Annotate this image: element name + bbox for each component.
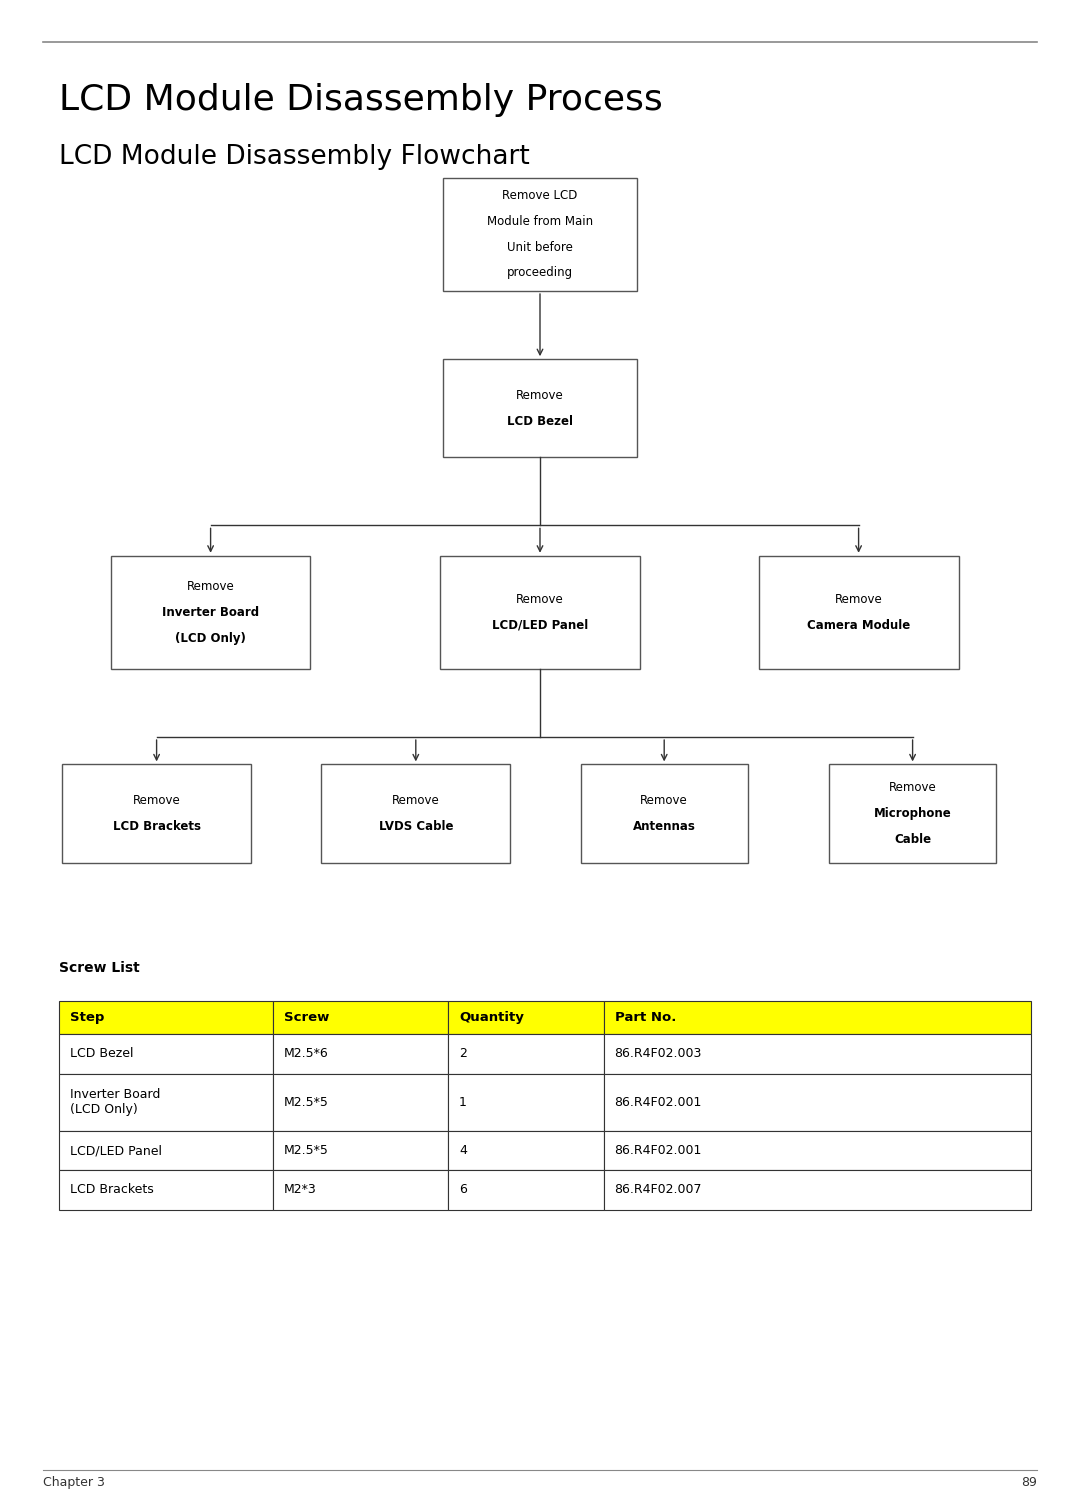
Text: LCD Module Disassembly Flowchart: LCD Module Disassembly Flowchart <box>59 144 530 169</box>
Bar <box>59 1170 273 1210</box>
Text: Inverter Board
(LCD Only): Inverter Board (LCD Only) <box>70 1089 161 1116</box>
Bar <box>604 1074 1031 1131</box>
Text: Part No.: Part No. <box>615 1012 676 1024</box>
Bar <box>59 1034 273 1074</box>
Bar <box>443 358 637 457</box>
Bar <box>581 765 748 862</box>
Bar <box>604 1001 1031 1034</box>
Bar <box>443 178 637 290</box>
Text: Screw: Screw <box>284 1012 329 1024</box>
Text: M2.5*6: M2.5*6 <box>284 1048 328 1060</box>
Text: LVDS Cable: LVDS Cable <box>379 820 453 833</box>
Text: Antennas: Antennas <box>633 820 696 833</box>
Text: Remove: Remove <box>187 581 234 593</box>
Bar <box>759 556 959 670</box>
Text: 2: 2 <box>459 1048 467 1060</box>
Text: M2.5*5: M2.5*5 <box>284 1096 329 1108</box>
Bar <box>59 1001 273 1034</box>
Text: Remove: Remove <box>516 389 564 402</box>
Text: 1: 1 <box>459 1096 467 1108</box>
Bar <box>448 1001 604 1034</box>
Bar <box>441 556 640 670</box>
Text: Inverter Board: Inverter Board <box>162 606 259 618</box>
Bar <box>604 1131 1031 1170</box>
Text: Chapter 3: Chapter 3 <box>43 1476 105 1489</box>
Bar <box>273 1034 448 1074</box>
Text: Remove LCD: Remove LCD <box>502 189 578 203</box>
Bar <box>448 1074 604 1131</box>
Bar <box>59 1074 273 1131</box>
Text: 6: 6 <box>459 1184 467 1196</box>
Bar <box>448 1034 604 1074</box>
Bar <box>604 1170 1031 1210</box>
Bar <box>273 1001 448 1034</box>
Text: Remove: Remove <box>640 794 688 807</box>
Text: LCD Brackets: LCD Brackets <box>70 1184 154 1196</box>
Bar <box>59 1131 273 1170</box>
Text: Remove: Remove <box>516 593 564 606</box>
Text: LCD Bezel: LCD Bezel <box>507 414 573 428</box>
Text: M2*3: M2*3 <box>284 1184 316 1196</box>
Bar <box>829 765 996 862</box>
Bar <box>448 1170 604 1210</box>
Bar <box>322 765 511 862</box>
Text: proceeding: proceeding <box>507 266 573 280</box>
Text: Quantity: Quantity <box>459 1012 524 1024</box>
Text: 86.R4F02.007: 86.R4F02.007 <box>615 1184 702 1196</box>
Text: Remove: Remove <box>889 782 936 794</box>
Text: Camera Module: Camera Module <box>807 618 910 632</box>
Text: M2.5*5: M2.5*5 <box>284 1145 329 1157</box>
Text: Remove: Remove <box>392 794 440 807</box>
Bar <box>448 1131 604 1170</box>
Text: Unit before: Unit before <box>508 240 572 254</box>
Text: 86.R4F02.001: 86.R4F02.001 <box>615 1145 702 1157</box>
Bar <box>604 1034 1031 1074</box>
Text: 86.R4F02.003: 86.R4F02.003 <box>615 1048 702 1060</box>
Bar <box>62 765 251 862</box>
Text: Microphone: Microphone <box>874 807 951 820</box>
Text: (LCD Only): (LCD Only) <box>175 632 246 644</box>
Bar <box>273 1131 448 1170</box>
Text: Remove: Remove <box>835 593 882 606</box>
Text: LCD Bezel: LCD Bezel <box>70 1048 134 1060</box>
Text: LCD/LED Panel: LCD/LED Panel <box>491 618 589 632</box>
Text: 86.R4F02.001: 86.R4F02.001 <box>615 1096 702 1108</box>
Text: Step: Step <box>70 1012 105 1024</box>
Bar <box>273 1170 448 1210</box>
Text: Cable: Cable <box>894 833 931 845</box>
Bar <box>273 1074 448 1131</box>
Text: LCD Module Disassembly Process: LCD Module Disassembly Process <box>59 83 663 116</box>
Bar <box>111 556 311 670</box>
Text: Screw List: Screw List <box>59 962 140 975</box>
Text: Module from Main: Module from Main <box>487 215 593 228</box>
Text: LCD/LED Panel: LCD/LED Panel <box>70 1145 162 1157</box>
Text: 89: 89 <box>1021 1476 1037 1489</box>
Text: Remove: Remove <box>133 794 180 807</box>
Text: LCD Brackets: LCD Brackets <box>112 820 201 833</box>
Text: 4: 4 <box>459 1145 467 1157</box>
